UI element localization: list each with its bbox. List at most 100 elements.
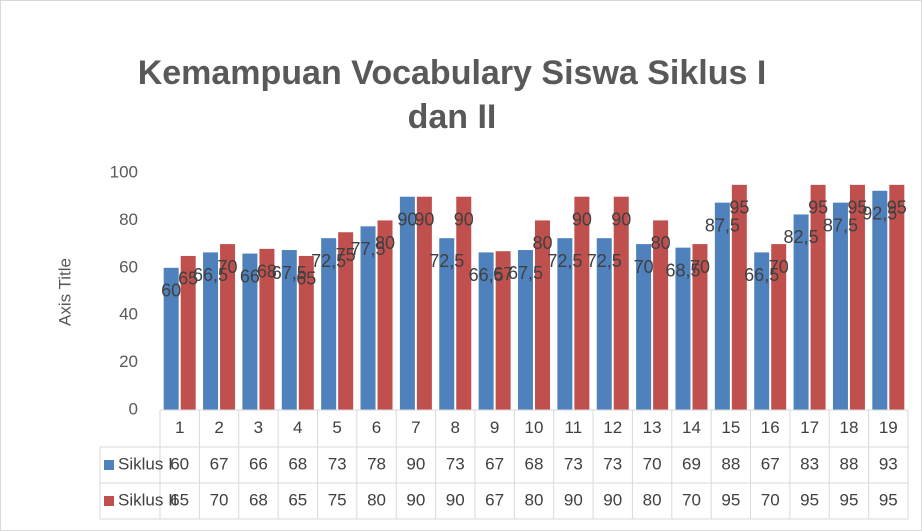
bar [281,250,297,410]
data-label: 70 [218,257,238,277]
x-tick-label: 10 [525,418,544,437]
bar [889,184,905,410]
x-tick-label: 8 [451,418,460,437]
table-cell: 78 [367,454,386,473]
x-tick-label: 6 [372,418,381,437]
table-cell: 67 [210,454,229,473]
table-cell: 90 [603,490,622,509]
table-cell: 67 [761,454,780,473]
data-label: 95 [887,198,907,218]
data-label: 72,5 [587,251,622,271]
bar [495,251,511,410]
data-label: 77,5 [351,239,386,259]
y-tick-label: 100 [110,162,138,181]
chart-title: dan II [408,98,497,136]
table-cell: 70 [643,454,662,473]
bar [613,196,629,410]
data-label: 60 [161,281,181,301]
bar [731,184,747,410]
x-tick-label: 9 [490,418,499,437]
data-label: 87,5 [705,215,740,235]
table-cell: 65 [170,490,189,509]
bar [203,252,219,410]
bar [793,214,809,410]
bar [321,238,337,410]
data-label: 67 [493,264,513,284]
bar [242,253,258,410]
data-label: 72,5 [429,251,464,271]
bar [338,232,354,410]
table-cell: 90 [564,490,583,509]
table-cell: 73 [603,454,622,473]
bar [596,238,612,410]
bar [692,244,708,410]
bar [849,184,865,410]
table-cell: 66 [249,454,268,473]
data-label: 66,5 [469,265,504,285]
table-cell: 90 [406,454,425,473]
data-label: 95 [808,198,828,218]
table-cell: 95 [879,490,898,509]
x-tick-label: 2 [214,418,223,437]
table-cell: 68 [288,454,307,473]
data-label: 67,5 [272,263,307,283]
x-tick-label: 16 [761,418,780,437]
data-label: 87,5 [823,215,858,235]
data-label: 90 [397,209,417,229]
table-cell: 80 [367,490,386,509]
bar [754,252,770,410]
bar [478,252,494,410]
x-tick-label: 12 [603,418,622,437]
data-label: 68,5 [665,260,700,280]
table-cell: 60 [170,454,189,473]
table-cell: 67 [485,490,504,509]
data-label: 65 [296,269,316,289]
bar [771,244,787,410]
table-cell: 67 [485,454,504,473]
data-label: 92,5 [862,204,897,224]
x-tick-label: 17 [800,418,819,437]
table-cell: 83 [800,454,819,473]
bar [220,244,236,410]
x-tick-label: 1 [175,418,184,437]
bar [535,220,550,410]
bar [456,196,472,410]
x-tick-label: 18 [839,418,858,437]
table-cell: 88 [839,454,858,473]
bar [872,190,888,410]
table-cell: 70 [210,490,229,509]
table-cell: 70 [682,490,701,509]
x-tick-label: 13 [643,418,662,437]
bar [832,202,848,410]
data-label: 80 [375,233,395,253]
bar [399,196,415,410]
data-label: 66,5 [193,265,228,285]
bar [163,267,179,410]
bar [810,184,826,410]
data-label: 90 [414,209,434,229]
bar [714,202,730,410]
bar [416,196,432,410]
data-label: 66,5 [744,265,779,285]
data-label: 67,5 [508,263,543,283]
data-label: 70 [634,257,654,277]
data-label: 82,5 [784,227,819,247]
table-cell: 65 [288,490,307,509]
table-cell: 70 [761,490,780,509]
x-tick-label: 19 [879,418,898,437]
data-label: 72,5 [311,251,346,271]
x-tick-label: 4 [293,418,302,437]
y-tick-label: 0 [129,399,138,418]
table-cell: 69 [682,454,701,473]
table-cell: 90 [446,490,465,509]
bar [439,238,455,410]
y-tick-label: 40 [119,305,138,324]
x-tick-label: 7 [411,418,420,437]
table-cell: 75 [328,490,347,509]
data-label: 70 [690,257,710,277]
table-cell: 73 [328,454,347,473]
table-cell: 68 [249,490,268,509]
table-cell: 73 [446,454,465,473]
x-tick-label: 15 [721,418,740,437]
